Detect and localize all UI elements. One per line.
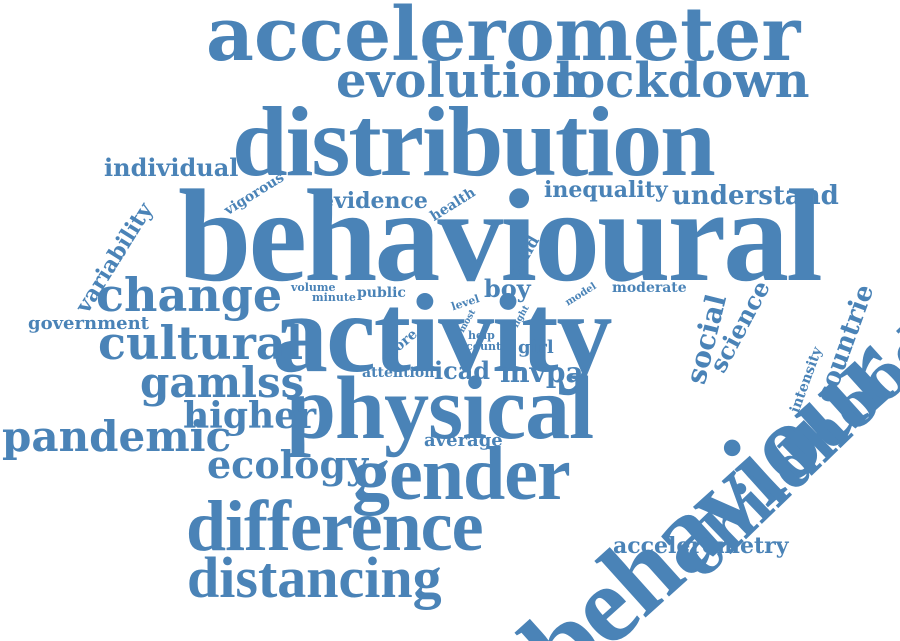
- word-distribution: distribution: [232, 86, 716, 197]
- word-evidence: evidence: [320, 188, 428, 214]
- word-minute: minute: [312, 291, 356, 304]
- word-public: public: [357, 285, 406, 301]
- word-higher: higher: [183, 395, 317, 437]
- word-government: government: [28, 313, 149, 334]
- word-icad: icad: [434, 356, 491, 385]
- word-pandemic: pandemic: [2, 412, 232, 461]
- word-mvpa: mvpa: [500, 356, 584, 389]
- word-accelerometry: accelerometry: [613, 533, 789, 559]
- word-lockdown: lockdown: [555, 53, 810, 109]
- word-cultural: cultural: [98, 316, 304, 370]
- word-physical: physical: [286, 359, 594, 458]
- word-distancing: distancing: [187, 545, 442, 610]
- word-inequality: inequality: [544, 177, 668, 203]
- word-count: count: [466, 340, 502, 353]
- word-ecology: ecology: [207, 442, 369, 487]
- word-difference: difference: [186, 486, 484, 566]
- word-boy: boy: [484, 274, 531, 303]
- word-gender: gender: [352, 432, 571, 516]
- word-moderate: moderate: [612, 280, 687, 296]
- word-attention: attention: [362, 365, 435, 381]
- word-change: change: [96, 268, 283, 322]
- word-accelerometer: accelerometer: [206, 0, 801, 78]
- word-gamlss: gamlss: [140, 358, 305, 407]
- word-girl: girl: [518, 337, 554, 358]
- word-behavioural: behavioural: [178, 162, 823, 309]
- word-volume: volume: [291, 281, 336, 294]
- word-average: average: [424, 430, 503, 451]
- word-activity: activity: [272, 272, 613, 396]
- word-help: help: [468, 329, 495, 342]
- word-understand: understand: [672, 181, 839, 211]
- word-individual: individual: [104, 153, 239, 182]
- word-evolution: evolution: [336, 53, 587, 109]
